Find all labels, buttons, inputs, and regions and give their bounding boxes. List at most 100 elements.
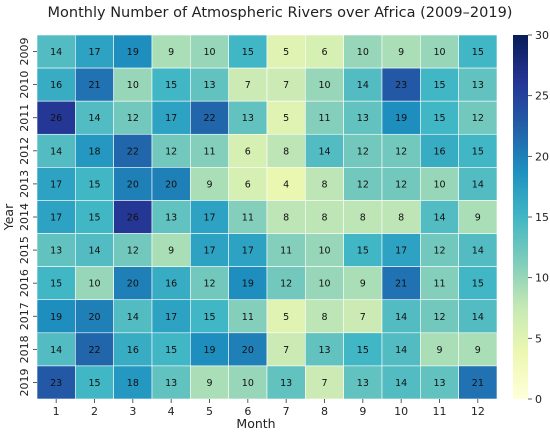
heatmap-cell <box>381 67 421 102</box>
cell-value-label: 10 <box>242 378 254 389</box>
cell-value-label: 9 <box>168 246 174 257</box>
cell-value-label: 23 <box>50 378 62 389</box>
x-tick-label: 7 <box>283 405 290 418</box>
heatmap-cell <box>113 100 153 135</box>
cell-value-label: 14 <box>357 80 369 91</box>
y-tick-label: 2011 <box>18 104 31 132</box>
heatmap-cell <box>75 233 114 267</box>
heatmap-cell <box>305 67 344 102</box>
heatmap-cell <box>228 133 268 168</box>
cell-value-label: 9 <box>360 279 366 290</box>
cell-value-label: 17 <box>242 246 254 257</box>
heatmap-cell <box>228 200 268 234</box>
cell-value-label: 15 <box>165 80 177 91</box>
heatmap-cell <box>420 233 459 267</box>
heatmap-cell <box>420 133 459 168</box>
heatmap-cell <box>381 332 421 367</box>
cell-value-label: 7 <box>245 80 251 91</box>
heatmap-cell <box>458 233 498 267</box>
y-axis-label: Year <box>1 203 16 231</box>
x-tick-label: 4 <box>168 405 175 418</box>
cell-value-label: 8 <box>283 213 289 224</box>
cell-value-label: 13 <box>50 246 62 257</box>
cell-value-label: 17 <box>395 246 407 257</box>
heatmap-cell <box>458 67 498 102</box>
heatmap-cell <box>151 332 191 367</box>
heatmap-cell <box>151 200 191 234</box>
heatmap-cell <box>228 365 268 400</box>
heatmap-cell <box>36 167 76 201</box>
heatmap-cell <box>113 299 153 334</box>
x-tick-label: 3 <box>129 405 136 418</box>
heatmap-cell <box>36 299 76 334</box>
x-tick-label: 5 <box>206 405 213 418</box>
heatmap-cell <box>266 365 306 400</box>
y-tick-label: 2009 <box>18 38 31 66</box>
cell-value-label: 5 <box>283 312 289 323</box>
cell-value-label: 14 <box>50 146 62 157</box>
heatmap-cell <box>113 233 153 267</box>
heatmap-cell <box>266 167 306 201</box>
y-tick-label: 2017 <box>18 302 31 330</box>
heatmap-cell <box>190 67 229 102</box>
heatmap-cell <box>151 133 191 168</box>
cell-value-label: 13 <box>203 80 215 91</box>
heatmap-cell <box>36 100 76 135</box>
heatmap-cells <box>36 34 498 400</box>
cell-value-label: 18 <box>88 146 100 157</box>
cell-value-label: 13 <box>165 378 177 389</box>
cell-value-label: 15 <box>357 246 369 257</box>
heatmap-cell <box>266 200 306 234</box>
colorbar-tick-label: 25 <box>535 90 549 103</box>
cell-value-label: 15 <box>433 80 445 91</box>
cell-value-label: 10 <box>88 279 100 290</box>
cell-value-label: 8 <box>360 213 366 224</box>
heatmap-cell <box>151 299 191 334</box>
heatmap-cell <box>151 100 191 135</box>
x-axis: 1 2 3 4 5 6 7 8 9 10 11 12 <box>53 399 485 418</box>
cell-value-label: 13 <box>242 113 254 124</box>
heatmap-cell <box>381 133 421 168</box>
heatmap-cell <box>113 133 153 168</box>
heatmap-cell <box>266 332 306 367</box>
cell-value-label: 4 <box>283 179 289 190</box>
cell-value-label: 17 <box>50 213 62 224</box>
cell-value-label: 16 <box>127 345 139 356</box>
cell-value-label: 16 <box>165 279 177 290</box>
cell-value-label: 10 <box>127 80 139 91</box>
cell-value-label: 14 <box>50 345 62 356</box>
heatmap-cell <box>151 266 191 301</box>
cell-value-label: 14 <box>433 213 445 224</box>
heatmap-cell <box>305 299 344 334</box>
colorbar-tick-label: 5 <box>535 332 542 345</box>
cell-value-label: 23 <box>395 80 407 91</box>
heatmap-cell <box>343 233 383 267</box>
heatmap-cell <box>190 233 229 267</box>
heatmap-cell <box>190 266 229 301</box>
heatmap-cell <box>420 365 459 400</box>
heatmap-cell <box>420 299 459 334</box>
cell-value-label: 15 <box>433 113 445 124</box>
cell-value-label: 11 <box>242 312 254 323</box>
cell-value-label: 12 <box>395 146 407 157</box>
y-axis: 2009 2010 2011 2012 2013 2014 2015 2016 2017 2018… <box>18 38 37 396</box>
colorbar-tick-label: 30 <box>535 29 549 42</box>
heatmap-cell <box>75 167 114 201</box>
heatmap-cell <box>458 100 498 135</box>
heatmap-cell <box>420 266 459 301</box>
cell-value-label: 20 <box>127 179 139 190</box>
y-tick-label: 2013 <box>18 170 31 198</box>
y-tick-label: 2015 <box>18 236 31 264</box>
heatmap-cell <box>36 266 76 301</box>
cell-value-label: 12 <box>127 246 139 257</box>
heatmap-cell <box>343 299 383 334</box>
heatmap-cell <box>75 67 114 102</box>
cell-value-label: 13 <box>357 113 369 124</box>
cell-value-label: 6 <box>245 179 251 190</box>
heatmap-cell <box>343 365 383 400</box>
cell-value-label: 17 <box>50 179 62 190</box>
heatmap-cell <box>36 34 76 69</box>
cell-value-label: 17 <box>203 246 215 257</box>
y-tick-label: 2010 <box>18 71 31 99</box>
cell-value-label: 13 <box>165 213 177 224</box>
